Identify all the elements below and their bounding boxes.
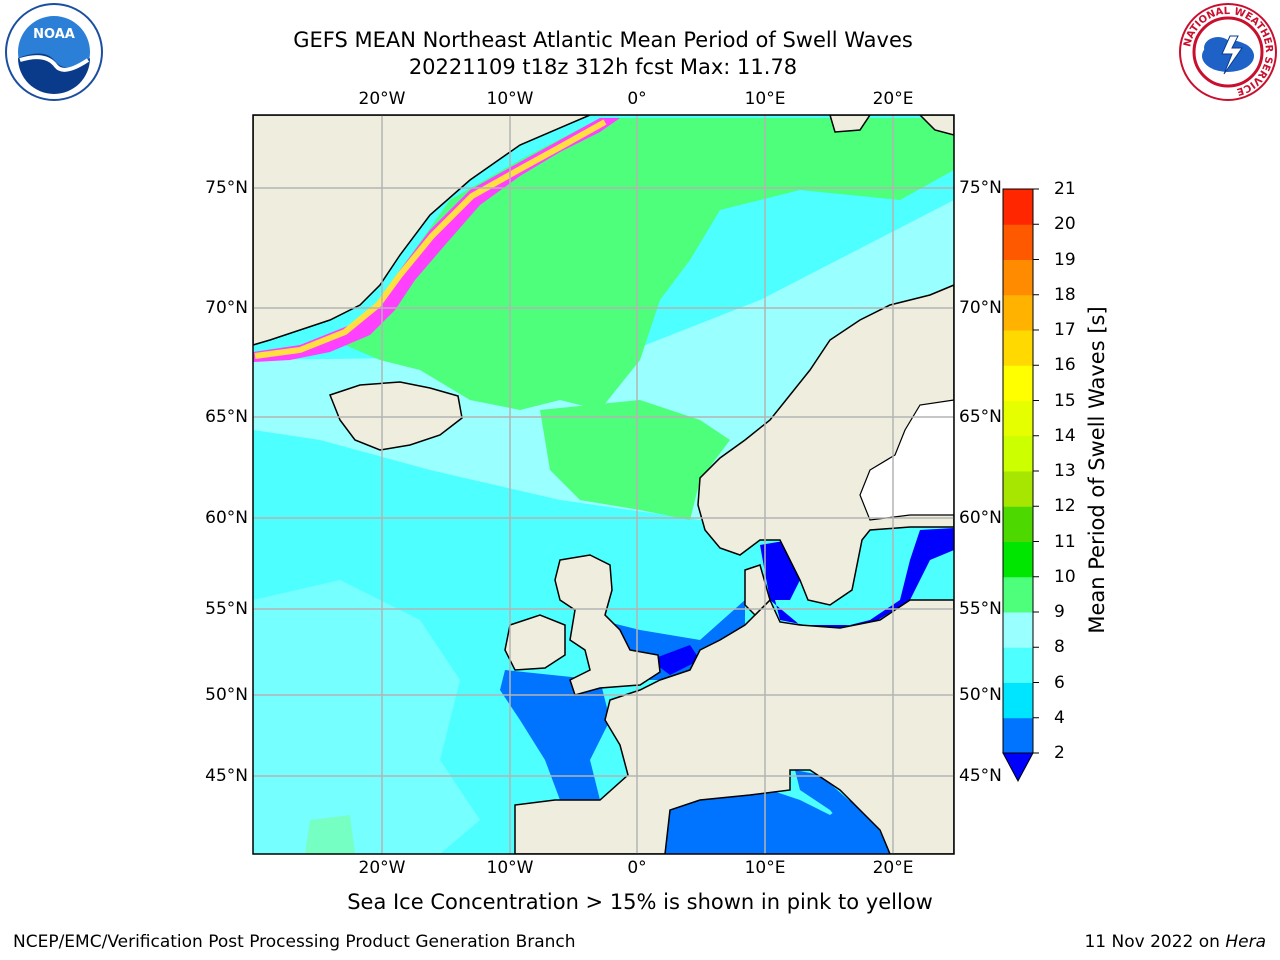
lat-label-right-75n: 75°N	[959, 178, 1002, 198]
noaa-logo: NOAA	[5, 3, 103, 101]
land-svalbard	[829, 115, 871, 133]
lat-label-left-75n: 75°N	[205, 178, 248, 198]
lon-label-top-10w: 10°W	[486, 89, 534, 109]
chart-subtitle: 20221109 t18z 312h fcst Max: 11.78	[408, 55, 798, 79]
lat-label-right-70n: 70°N	[959, 298, 1002, 318]
nws-logo: NATIONAL WEATHER SERVICE	[1179, 3, 1277, 101]
colorbar-segment	[1003, 435, 1033, 472]
lon-label-bottom-10e: 10°E	[744, 858, 786, 878]
sea-ice-note: Sea Ice Concentration > 15% is shown in …	[347, 890, 933, 914]
colorbar-segment	[1003, 224, 1033, 260]
lat-label-left-45n: 45°N	[205, 766, 248, 786]
field-deep-blue-english-channel	[650, 645, 700, 675]
lat-label-left-65n: 65°N	[205, 407, 248, 427]
credit-left: NCEP/EMC/Verification Post Processing Pr…	[13, 932, 576, 952]
lon-label-bottom-20w: 20°W	[358, 858, 406, 878]
lon-label-top-10e: 10°E	[744, 89, 786, 109]
field-green-barents	[820, 130, 954, 180]
colorbar-tick-label: 21	[1054, 179, 1076, 199]
colorbar-segment	[1003, 294, 1033, 331]
land-ireland	[504, 614, 566, 671]
lon-label-bottom-0: 0°	[627, 858, 647, 878]
land-masses	[253, 115, 954, 854]
sea-ice-band	[253, 118, 620, 362]
colorbar-tick-label: 19	[1054, 249, 1076, 270]
lat-label-right-45n: 45°N	[959, 766, 1002, 786]
lat-label-left-70n: 70°N	[205, 298, 248, 318]
lon-label-bottom-10w: 10°W	[486, 858, 534, 878]
colorbar-tick-label: 6	[1054, 672, 1065, 693]
land-scandinavia	[697, 284, 954, 606]
lon-label-top-20w: 20°W	[358, 89, 406, 109]
colorbar-segment	[1003, 189, 1033, 225]
sea-ice-edge	[254, 119, 607, 359]
colorbar-segment	[1003, 506, 1033, 542]
colorbar-tick-label: 9	[1054, 602, 1065, 622]
colorbar-tick-label: 14	[1054, 425, 1076, 446]
colorbar-segment	[1003, 647, 1033, 683]
colorbar-tick-label: 4	[1054, 707, 1065, 728]
field-green-central	[540, 400, 730, 520]
colorbar-tick-label: 15	[1054, 390, 1076, 411]
map-frame	[252, 114, 955, 855]
colorbar-tick-label: 20	[1054, 214, 1076, 235]
colorbar-tick-label: 12	[1054, 496, 1076, 517]
field-pale-south	[253, 580, 480, 854]
noaa-logo-text: NOAA	[33, 27, 75, 42]
lat-label-left-55n: 55°N	[205, 599, 248, 619]
lat-label-right-50n: 50°N	[959, 685, 1002, 705]
chart-title: GEFS MEAN Northeast Atlantic Mean Period…	[293, 28, 913, 52]
lon-label-bottom-20e: 20°E	[872, 858, 914, 878]
colorbar-segment	[1003, 541, 1033, 578]
lat-label-left-50n: 50°N	[205, 685, 248, 705]
land-british-isles	[554, 554, 661, 696]
land-iceland	[329, 381, 463, 451]
field-blue-mediterranean	[665, 790, 890, 854]
colorbar-tick-label: 18	[1054, 284, 1076, 305]
credit-date: 11 Nov 2022 on	[1084, 932, 1226, 952]
graticule	[253, 115, 954, 854]
colorbar-segment	[1003, 471, 1033, 507]
lat-label-right-65n: 65°N	[959, 407, 1002, 427]
lat-label-right-55n: 55°N	[959, 599, 1002, 619]
colorbar-tick-label: 2	[1054, 743, 1065, 763]
lon-label-top-0: 0°	[627, 89, 647, 109]
field-blue-biscay	[500, 670, 610, 800]
colorbar-segment	[1003, 330, 1033, 366]
land-greenland	[253, 115, 591, 346]
colorbar-segment	[1003, 576, 1033, 613]
lat-label-right-60n: 60°N	[959, 508, 1002, 528]
field-blue-adriatic	[795, 770, 885, 845]
credit-right: 11 Nov 2022 on Hera	[1084, 932, 1266, 952]
colorbar-tick-label: 17	[1054, 320, 1076, 340]
colorbar-segment	[1003, 365, 1033, 401]
colorbar-segment	[1003, 612, 1033, 648]
colorbar-tick-label: 10	[1054, 566, 1076, 587]
lon-label-top-20e: 20°E	[872, 89, 914, 109]
colorbar-tick-label: 11	[1054, 531, 1076, 552]
colorbar-segment	[1003, 259, 1033, 296]
colorbar-tick-label: 13	[1054, 461, 1076, 481]
colorbar-segment	[1003, 400, 1033, 437]
land-novaya-zemlya	[918, 115, 954, 136]
colorbar-tick-label: 16	[1054, 355, 1076, 376]
colorbar-segment	[1003, 682, 1033, 719]
colorbar	[1002, 188, 1039, 783]
colorbar-segment	[1003, 717, 1033, 754]
credit-host: Hera	[1225, 932, 1266, 952]
map-area	[253, 115, 954, 854]
land-denmark	[744, 564, 771, 617]
lat-label-left-60n: 60°N	[205, 508, 248, 528]
colorbar-tick-label: 8	[1054, 637, 1065, 658]
